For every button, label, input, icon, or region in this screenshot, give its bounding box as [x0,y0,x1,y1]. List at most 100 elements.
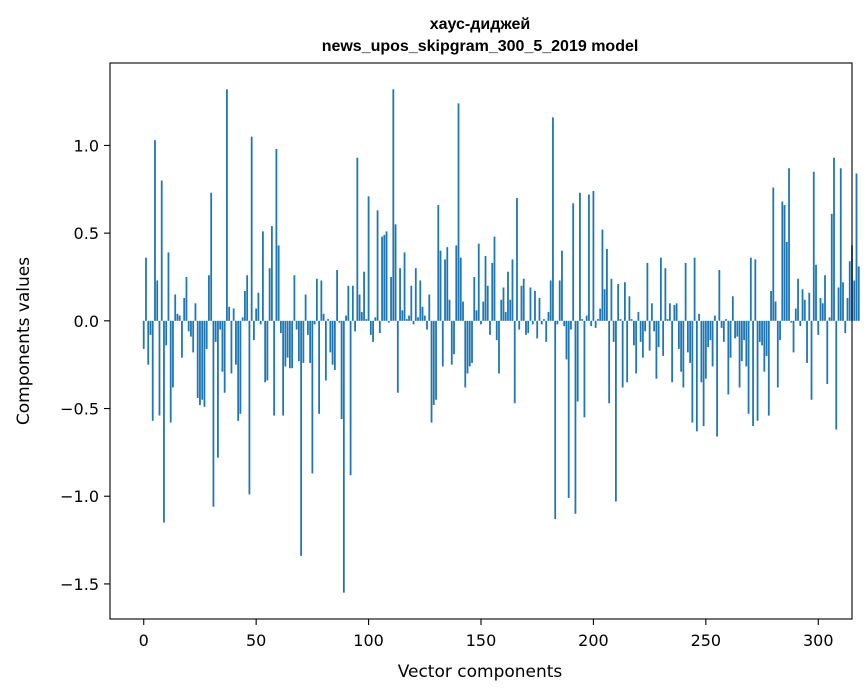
bar [684,262,687,321]
bar [158,320,161,416]
bar [734,320,736,339]
bar [154,140,156,321]
bar [522,278,525,321]
bar [666,319,669,321]
bar [444,259,446,321]
bar [291,320,294,369]
bar [597,319,599,321]
bar [439,250,442,321]
bar [819,298,822,321]
bar [428,294,431,321]
bar [682,320,685,388]
bar [309,320,312,363]
bar [336,269,338,321]
x-tick-label: 50 [246,631,266,650]
bar [322,313,325,321]
bar [363,271,365,321]
bar [740,320,743,362]
bar [554,320,557,520]
bar [590,320,593,327]
bar [273,320,276,416]
y-tick-label: −1.0 [60,487,99,506]
bar [815,264,817,321]
bar [633,320,635,346]
bar [729,320,732,358]
bar [570,320,572,330]
bar [648,320,651,351]
bar [448,299,451,321]
bar [302,320,305,363]
bar [680,320,683,372]
bar [853,280,856,321]
bar [525,320,527,335]
bar [630,319,633,321]
bar [677,320,680,349]
bar [655,320,658,379]
bar [300,320,303,556]
bar [797,278,799,321]
bar [758,320,761,342]
bar [624,282,626,321]
bar [414,268,417,321]
bar [446,247,449,321]
bar [772,187,775,321]
x-tick-label: 250 [691,631,722,650]
bar [491,262,494,321]
bar [226,89,228,321]
bar [232,308,235,321]
bar [235,320,237,365]
bar [183,298,186,321]
bar [165,320,168,346]
bar [736,320,739,337]
bar [716,320,718,437]
bar [270,226,273,321]
bar [489,320,491,335]
bar [181,320,183,358]
bar [617,284,620,321]
bar [250,136,253,321]
bar [196,320,199,398]
bar [558,280,561,321]
bar [244,291,246,321]
bar [606,248,608,321]
bar [801,289,804,321]
bar [500,299,503,321]
bar [160,180,163,321]
bar [745,320,748,367]
bar [833,157,835,321]
bar [248,320,251,495]
bar [333,320,336,370]
bar [767,320,770,416]
bar [392,89,395,321]
bar [185,276,188,321]
bar [288,320,291,369]
bar [381,236,383,321]
bar [781,201,784,321]
bar [163,320,165,523]
bar [282,320,285,416]
bar [653,320,656,332]
bar [194,303,197,321]
bar [383,234,386,321]
bar [835,320,838,430]
bar [770,291,772,321]
bar [601,229,604,321]
bar [828,317,831,321]
bar [635,320,638,374]
bar [765,320,768,356]
bar [306,320,309,335]
bar [217,320,219,458]
bar [639,320,642,342]
bar [756,320,759,421]
bar [857,266,860,321]
bar [205,320,208,349]
bar [279,320,282,334]
bar [657,320,660,348]
bar [603,289,606,321]
bar [257,292,260,321]
bar [286,320,289,358]
bar [579,192,581,321]
bar [228,306,231,321]
y-tick-label: −0.5 [60,400,99,419]
bar [390,276,392,321]
